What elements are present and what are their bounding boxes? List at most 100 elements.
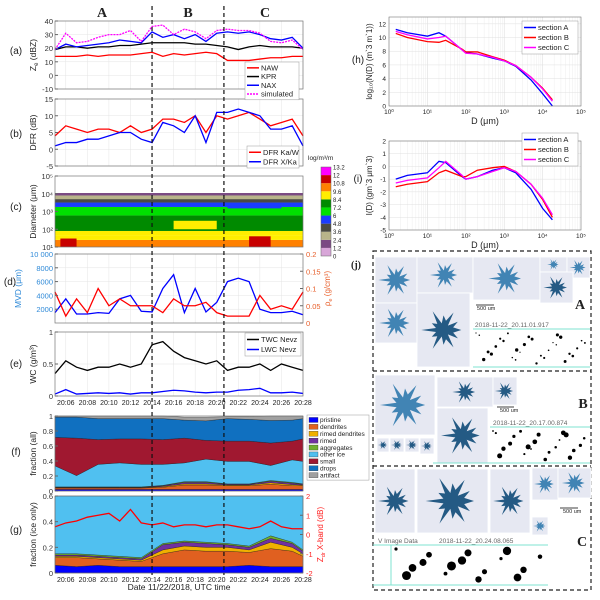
right-y-axis-label-rest: (g/cm³) xyxy=(323,271,332,299)
particle-silhouette xyxy=(537,554,543,559)
heatmap-band-0 xyxy=(55,239,303,247)
x-tick-label: 20:20 xyxy=(208,400,226,407)
y-tick-label: 0 xyxy=(382,104,386,111)
particle-silhouette xyxy=(502,339,505,343)
colorbar-segment xyxy=(321,231,331,240)
x-axis-label: Date 11/22/2018, UTC time xyxy=(128,582,231,592)
particle-silhouette xyxy=(502,546,512,556)
y-tick-label: -2 xyxy=(380,189,386,196)
image-caption: V Image Data xyxy=(378,538,418,545)
legend-entry: aggregates xyxy=(320,445,353,452)
particle-image xyxy=(539,271,574,304)
y-tick-label: -4 xyxy=(380,215,386,222)
colorbar-segment xyxy=(321,167,331,176)
particle-image xyxy=(539,256,568,273)
heatmap-patch-2 xyxy=(249,236,271,247)
axes-frame xyxy=(54,415,304,492)
binary-particle-images xyxy=(394,546,543,583)
y-tick-label: -3 xyxy=(380,202,386,209)
y-tick-label: 0.2 xyxy=(43,543,53,552)
panel--d-: 0 0.05 0.1 0.15 0.2 2000 4000 6000 8000 10 000 xyxy=(30,250,321,328)
x-tick-label: 20:28 xyxy=(294,577,312,584)
particle-silhouette xyxy=(475,332,477,334)
series-lwc-nevz xyxy=(54,387,304,395)
particle-silhouette xyxy=(464,549,472,557)
x-tick-label: 10¹ xyxy=(423,233,433,240)
panel-label: (d) xyxy=(4,277,16,288)
series-dfr-ka-w xyxy=(54,111,304,137)
y-tick-label: 5 xyxy=(49,129,53,138)
particle-silhouette xyxy=(563,432,569,438)
legend-entry: section A xyxy=(538,135,568,144)
legend-entry: section A xyxy=(538,23,568,32)
x-axis-label: D (μm) xyxy=(471,240,499,250)
particle-silhouette xyxy=(539,354,542,357)
particle-image xyxy=(374,302,418,344)
right-y-axis-label-subscript: dr xyxy=(321,552,327,557)
section-label: B xyxy=(183,6,192,21)
colorbar-segment xyxy=(321,239,331,248)
particle-silhouette xyxy=(408,564,417,572)
section-label: B xyxy=(578,397,587,412)
colorbar-tick-label: 8.4 xyxy=(333,198,342,204)
series-kpr xyxy=(54,42,304,51)
colorbar-segment xyxy=(321,207,331,216)
x-tick-label: 20:26 xyxy=(273,577,291,584)
legend-entry: small xyxy=(320,459,336,466)
right-y-tick-label: 0.2 xyxy=(306,250,316,259)
y-tick-label: 0 xyxy=(49,487,53,496)
particle-silhouette xyxy=(525,444,531,450)
particle-silhouette xyxy=(535,362,538,365)
particle-silhouette xyxy=(520,566,527,573)
particle-silhouette xyxy=(515,348,519,352)
snowflake-crystal xyxy=(569,260,586,275)
particle-silhouette xyxy=(501,446,506,451)
colorbar-tick-label: 3.6 xyxy=(333,230,342,236)
particle-silhouette xyxy=(554,445,557,449)
x-tick-label: 10⁵ xyxy=(576,109,586,116)
particle-silhouette xyxy=(582,436,586,440)
y-axis-label: WC (g/m³) xyxy=(28,344,38,383)
legend-entry: dendrites xyxy=(320,424,347,431)
x-tick-label: 20:28 xyxy=(294,400,312,407)
snowflake-crystal xyxy=(561,472,585,494)
colorbar-tick-label: 2.4 xyxy=(333,238,342,244)
particle-image xyxy=(389,437,405,453)
particle-silhouette xyxy=(559,335,563,339)
x-tick-label: 20:22 xyxy=(230,400,248,407)
right-y-tick-label: 0 xyxy=(306,531,310,540)
right-y-axis-label: ρe (g/cm³) xyxy=(323,271,334,307)
colorbar-tick-label: 0 xyxy=(333,255,337,261)
x-tick-label: 20:20 xyxy=(208,577,226,584)
particle-silhouette xyxy=(536,432,541,437)
y-tick-label: 0.8 xyxy=(43,427,53,436)
colorbar-tick-label: 7.2 xyxy=(333,206,342,212)
y-tick-label: 12 xyxy=(379,21,387,28)
legend-entry: TWC Nevz xyxy=(261,335,297,344)
x-tick-label: 10¹ xyxy=(423,109,433,116)
particle-silhouette xyxy=(571,354,575,358)
legend-entry: DFR X/Ka xyxy=(263,157,298,166)
particle-silhouette xyxy=(523,453,526,456)
legend-swatch xyxy=(308,437,319,444)
axes-frame xyxy=(388,16,582,107)
legend-entry: section B xyxy=(538,33,569,42)
right-y-tick-label: 2 xyxy=(306,492,310,501)
particle-silhouette xyxy=(486,350,490,354)
legend-entry: artifact xyxy=(320,472,340,479)
particle-silhouette xyxy=(499,557,503,561)
colorbar-frame xyxy=(320,166,332,257)
heatmap-band-6 xyxy=(55,199,303,203)
snowflake-crystal xyxy=(533,520,546,532)
x-tick-label: 20:10 xyxy=(100,400,118,407)
y-tick-label: 0.4 xyxy=(43,457,53,466)
particle-image xyxy=(374,468,416,534)
colorbar-segment xyxy=(321,199,331,208)
legend-swatch xyxy=(308,444,319,451)
particle-image xyxy=(531,516,549,536)
particle-image xyxy=(374,374,436,436)
particle-silhouette xyxy=(443,571,448,576)
particle-image xyxy=(376,437,390,453)
particle-silhouette xyxy=(475,576,482,583)
y-tick-label: 10 xyxy=(45,58,53,67)
